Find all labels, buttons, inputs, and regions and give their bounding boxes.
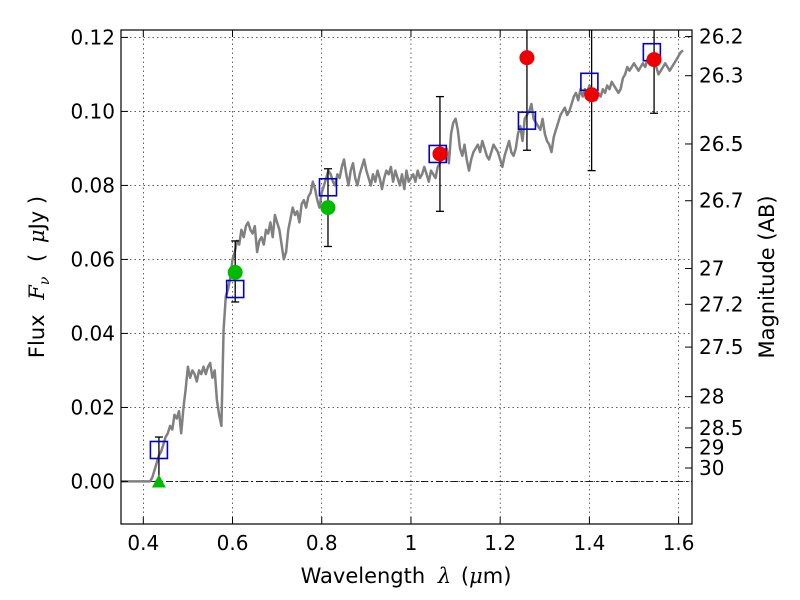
- x-axis-label-unit-mu: μ: [469, 564, 483, 588]
- y-axis-label-unit-mu: μ: [25, 229, 49, 243]
- y2-axis-label: Magnitude (AB): [755, 195, 779, 358]
- mag-tick-label: 26.3: [699, 64, 744, 88]
- model-square-marker: [149, 440, 169, 460]
- mag-tick-label: 27: [699, 257, 724, 281]
- mag-tick-label: 30: [699, 456, 724, 480]
- model-square-marker: [225, 279, 245, 299]
- mag-tick-label: 28: [699, 385, 724, 409]
- y-axis-label-unit-open: (: [25, 254, 49, 262]
- y-tick-label: 0.08: [70, 173, 115, 197]
- mag-tick-label: 27.2: [699, 292, 744, 316]
- plot-frame: [120, 29, 693, 525]
- x-axis-label-unit-open: (: [461, 564, 469, 588]
- x-tick-label: 0.4: [127, 531, 159, 555]
- mag-tick-label: 29: [699, 436, 724, 460]
- x-axis-label-symbol: λ: [437, 564, 451, 588]
- x-axis-label-prefix: Wavelength: [301, 564, 426, 588]
- x-tick-label: 0.6: [217, 531, 249, 555]
- mag-tick-label: 27.5: [699, 335, 744, 359]
- model-square-marker: [318, 177, 338, 197]
- y-tick-label: 0.12: [70, 25, 115, 49]
- y-axis-label-symbol: F: [25, 284, 49, 301]
- upper-limit-marker: [151, 474, 166, 488]
- y-axis-label-prefix: Flux: [25, 314, 49, 358]
- x-tick-label: 1.6: [663, 531, 695, 555]
- y-axis-label: Flux Fν ( μJy ): [25, 196, 54, 358]
- y-tick-label: 0.00: [70, 469, 115, 493]
- y-tick-label: 0.06: [70, 247, 115, 271]
- mag-tick-label: 26.7: [699, 189, 744, 213]
- data-point-marker: [432, 146, 448, 162]
- x-tick-label: 1: [405, 531, 418, 555]
- y-axis-label-subscript: ν: [37, 276, 53, 285]
- mag-tick-label: 26.5: [699, 132, 744, 156]
- y-axis-label-unit-rest: Jy ): [25, 196, 49, 232]
- x-axis-label-unit-rest: m): [483, 564, 512, 588]
- x-tick-label: 1.4: [573, 531, 605, 555]
- axis-tick-labels: 0.4 0.6 0.8 1 1.2 1.4 1.6 0.00 0.02 0.04 0.06 0.08 0…: [70, 25, 743, 555]
- y-tick-label: 0.02: [70, 395, 115, 419]
- y-tick-label: 0.10: [70, 99, 115, 123]
- data-point-marker: [584, 87, 600, 103]
- mag-tick-label: 26.2: [699, 25, 744, 49]
- x-tick-label: 1.2: [484, 531, 516, 555]
- mag-tick-label: 28.5: [699, 416, 744, 440]
- data-point-marker: [519, 50, 535, 66]
- axis-ticks: [121, 30, 692, 524]
- data-markers: [149, 42, 662, 488]
- x-tick-label: 0.8: [306, 531, 338, 555]
- plot-background: [121, 30, 692, 524]
- x-axis-label: Wavelength λ (μm): [301, 564, 512, 588]
- data-point-marker: [320, 200, 336, 216]
- data-point-marker: [646, 52, 662, 68]
- y-tick-label: 0.04: [70, 321, 115, 345]
- data-point-marker: [227, 264, 243, 280]
- model-square-marker: [517, 111, 537, 130]
